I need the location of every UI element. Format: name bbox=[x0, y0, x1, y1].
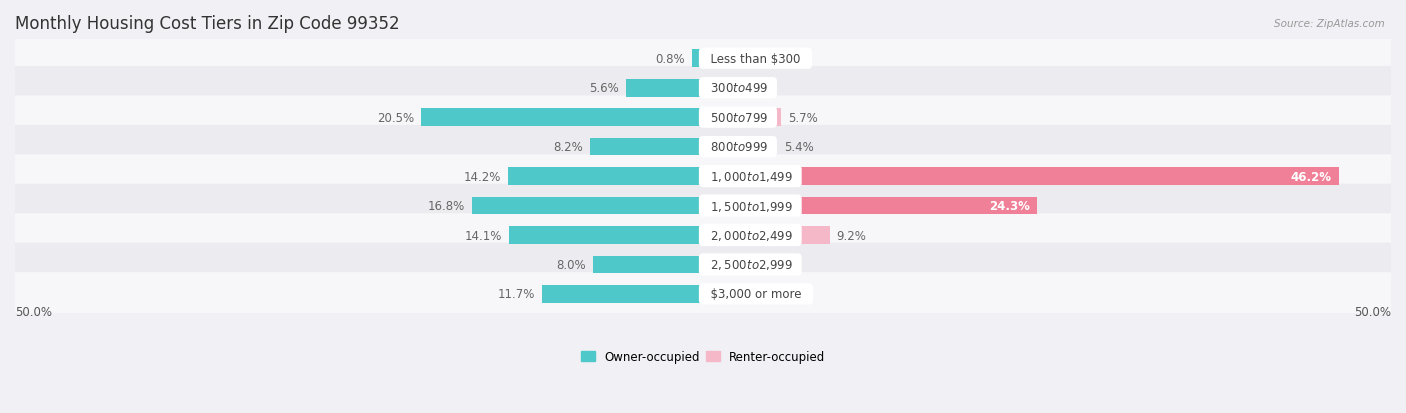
Bar bbox=[692, 50, 703, 68]
Text: $800 to $999: $800 to $999 bbox=[703, 141, 773, 154]
FancyBboxPatch shape bbox=[11, 67, 1395, 110]
Text: $500 to $799: $500 to $799 bbox=[703, 112, 773, 124]
Text: 8.2%: 8.2% bbox=[554, 141, 583, 154]
Bar bbox=[703, 197, 1038, 215]
Text: Source: ZipAtlas.com: Source: ZipAtlas.com bbox=[1274, 19, 1385, 28]
Text: 24.3%: 24.3% bbox=[990, 199, 1031, 213]
Bar bbox=[541, 285, 703, 303]
FancyBboxPatch shape bbox=[11, 126, 1395, 169]
FancyBboxPatch shape bbox=[11, 155, 1395, 198]
Text: Less than $300: Less than $300 bbox=[703, 52, 808, 66]
Text: $3,000 or more: $3,000 or more bbox=[703, 288, 808, 301]
Bar bbox=[508, 168, 703, 185]
Text: 1.2%: 1.2% bbox=[727, 82, 756, 95]
FancyBboxPatch shape bbox=[11, 214, 1395, 257]
FancyBboxPatch shape bbox=[11, 243, 1395, 287]
Bar bbox=[703, 80, 720, 97]
Bar bbox=[420, 109, 703, 127]
Text: $2,500 to $2,999: $2,500 to $2,999 bbox=[703, 258, 797, 272]
FancyBboxPatch shape bbox=[11, 37, 1395, 81]
Bar bbox=[703, 138, 778, 156]
Text: 4.0%: 4.0% bbox=[765, 288, 794, 301]
FancyBboxPatch shape bbox=[11, 273, 1395, 316]
Text: Monthly Housing Cost Tiers in Zip Code 99352: Monthly Housing Cost Tiers in Zip Code 9… bbox=[15, 15, 399, 33]
Bar bbox=[703, 109, 782, 127]
Text: 8.0%: 8.0% bbox=[557, 259, 586, 271]
Bar bbox=[626, 80, 703, 97]
Bar bbox=[703, 227, 830, 244]
Text: 9.2%: 9.2% bbox=[837, 229, 866, 242]
Text: 14.2%: 14.2% bbox=[464, 170, 501, 183]
Bar bbox=[593, 256, 703, 274]
Text: $1,500 to $1,999: $1,500 to $1,999 bbox=[703, 199, 797, 213]
Text: 5.7%: 5.7% bbox=[789, 112, 818, 124]
Legend: Owner-occupied, Renter-occupied: Owner-occupied, Renter-occupied bbox=[576, 345, 830, 368]
Bar bbox=[703, 285, 758, 303]
Bar bbox=[703, 256, 725, 274]
Text: 5.6%: 5.6% bbox=[589, 82, 619, 95]
Text: 0.8%: 0.8% bbox=[655, 52, 685, 66]
Bar bbox=[472, 197, 703, 215]
FancyBboxPatch shape bbox=[11, 184, 1395, 228]
Text: 1.7%: 1.7% bbox=[734, 52, 763, 66]
FancyBboxPatch shape bbox=[11, 96, 1395, 140]
Text: 20.5%: 20.5% bbox=[377, 112, 413, 124]
Text: 14.1%: 14.1% bbox=[465, 229, 502, 242]
Text: 1.6%: 1.6% bbox=[733, 259, 762, 271]
Text: 5.4%: 5.4% bbox=[785, 141, 814, 154]
Text: 16.8%: 16.8% bbox=[427, 199, 465, 213]
Text: 50.0%: 50.0% bbox=[1354, 305, 1391, 318]
Bar bbox=[591, 138, 703, 156]
Bar bbox=[509, 227, 703, 244]
Text: 50.0%: 50.0% bbox=[15, 305, 52, 318]
Text: $1,000 to $1,499: $1,000 to $1,499 bbox=[703, 170, 797, 184]
Text: 11.7%: 11.7% bbox=[498, 288, 536, 301]
Text: $2,000 to $2,499: $2,000 to $2,499 bbox=[703, 228, 797, 242]
Bar bbox=[703, 168, 1339, 185]
Text: $300 to $499: $300 to $499 bbox=[703, 82, 773, 95]
Bar bbox=[703, 50, 727, 68]
Text: 46.2%: 46.2% bbox=[1291, 170, 1331, 183]
